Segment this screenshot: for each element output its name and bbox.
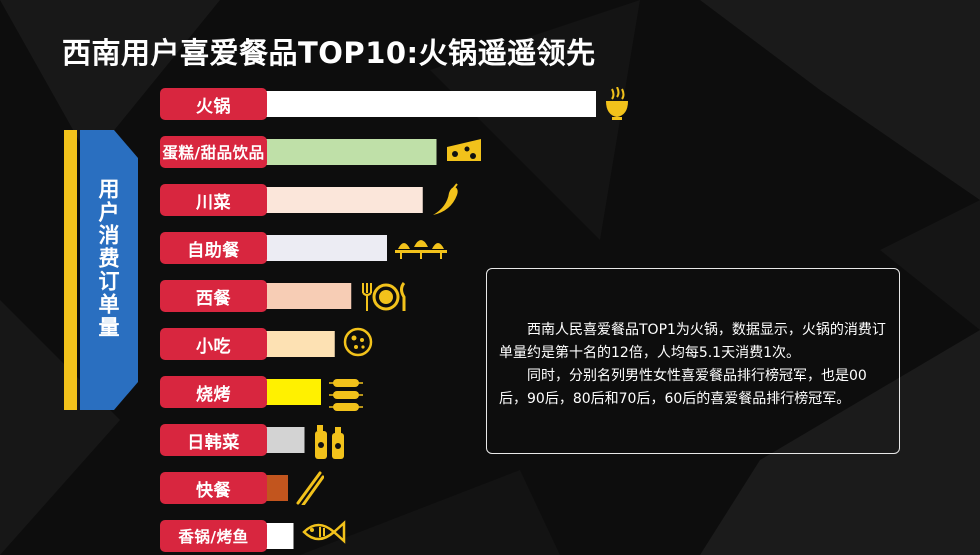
buffet-icon bbox=[395, 231, 447, 265]
summary-note: 西南人民喜爱餐品TOP1为火锅，数据显示，火锅的消费订单量约是第十名的12倍，人… bbox=[486, 268, 900, 454]
bar-7 bbox=[266, 379, 321, 405]
bar-8 bbox=[266, 427, 305, 453]
hotpot-icon bbox=[604, 86, 630, 125]
bar-6 bbox=[266, 331, 335, 357]
western-dining-icon bbox=[359, 279, 411, 317]
category-label-5: 西餐 bbox=[160, 280, 267, 312]
y-axis-banner bbox=[64, 130, 138, 410]
category-label-1: 火锅 bbox=[160, 88, 267, 120]
cheese-cake-icon bbox=[445, 135, 483, 169]
chili-pepper-icon bbox=[431, 183, 461, 221]
sauce-bottles-icon bbox=[313, 423, 347, 465]
bar-10 bbox=[266, 523, 294, 549]
page-title: 西南用户喜爱餐品TOP10:火锅遥遥领先 bbox=[62, 36, 596, 70]
category-label-2: 蛋糕/甜品饮品 bbox=[160, 136, 267, 168]
bar-9 bbox=[266, 475, 288, 501]
category-label-9: 快餐 bbox=[160, 472, 267, 504]
y-axis-label: 用户消费订单量 bbox=[96, 178, 120, 339]
bar-2 bbox=[266, 139, 437, 165]
note-paragraph-2: 同时，分别名列男性女性喜爱餐品排行榜冠军，也是00后，90后，80后和70后，6… bbox=[499, 368, 867, 407]
bar-4 bbox=[266, 235, 387, 261]
category-label-3: 川菜 bbox=[160, 184, 267, 216]
category-label-7: 烧烤 bbox=[160, 376, 267, 408]
category-label-10: 香锅/烤鱼 bbox=[160, 520, 267, 552]
category-label-8: 日韩菜 bbox=[160, 424, 267, 456]
bar-1 bbox=[266, 91, 596, 117]
pizza-icon bbox=[343, 327, 373, 361]
category-label-6: 小吃 bbox=[160, 328, 267, 360]
category-label-4: 自助餐 bbox=[160, 232, 267, 264]
fish-icon bbox=[301, 519, 346, 549]
bar-3 bbox=[266, 187, 423, 213]
chopsticks-icon bbox=[296, 471, 325, 509]
note-paragraph-1: 西南人民喜爱餐品TOP1为火锅，数据显示，火锅的消费订单量约是第十名的12倍，人… bbox=[499, 322, 886, 361]
bar-5 bbox=[266, 283, 352, 309]
bbq-skewer-icon bbox=[329, 375, 363, 419]
